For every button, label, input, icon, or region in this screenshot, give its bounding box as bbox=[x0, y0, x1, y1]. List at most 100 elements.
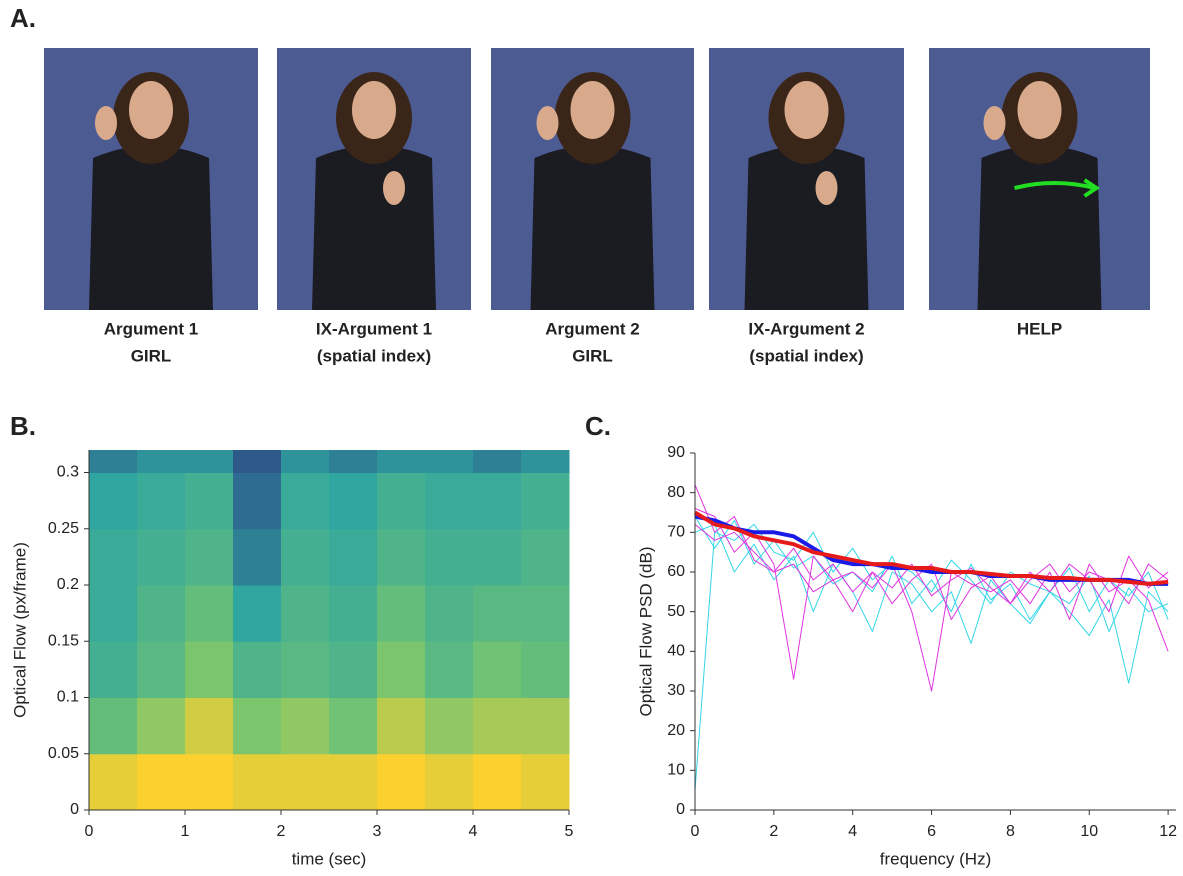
heatmap-cell bbox=[89, 450, 138, 473]
torso bbox=[89, 145, 213, 310]
heatmap-cell bbox=[377, 697, 426, 755]
x-tick-label: 4 bbox=[848, 823, 857, 840]
photo-caption: GIRL bbox=[572, 346, 613, 365]
y-tick-label: 0 bbox=[70, 801, 79, 818]
hand bbox=[983, 106, 1006, 140]
heatmap-cell bbox=[377, 585, 426, 642]
heatmap-cell bbox=[281, 472, 330, 530]
heatmap-cell bbox=[425, 585, 474, 642]
heatmap-cell bbox=[185, 450, 234, 473]
hand bbox=[536, 106, 559, 140]
heatmap-cell bbox=[377, 641, 426, 698]
torso bbox=[744, 145, 869, 310]
y-tick-label: 0.25 bbox=[48, 520, 79, 537]
heatmap-cell bbox=[185, 697, 234, 755]
photo-caption: IX-Argument 2 bbox=[748, 319, 864, 338]
heatmap-cell bbox=[233, 753, 282, 811]
photo-caption: Argument 1 bbox=[104, 319, 198, 338]
x-tick-label: 3 bbox=[373, 823, 382, 840]
heatmap-cell bbox=[473, 472, 522, 530]
photo-caption: (spatial index) bbox=[317, 346, 431, 365]
heatmap-cell bbox=[473, 585, 522, 642]
heatmap-cell bbox=[137, 697, 186, 755]
photo-caption: Argument 2 bbox=[545, 319, 639, 338]
photo-caption: (spatial index) bbox=[749, 346, 863, 365]
heatmap-cell bbox=[425, 753, 474, 811]
y-tick-label: 0.3 bbox=[57, 464, 79, 481]
heatmap-cell bbox=[521, 528, 570, 586]
face bbox=[570, 81, 615, 139]
torso bbox=[977, 145, 1102, 310]
heatmap-cell bbox=[281, 585, 330, 642]
heatmap-cell bbox=[185, 585, 234, 642]
y-tick-label: 90 bbox=[667, 444, 685, 461]
heatmap-cell bbox=[425, 528, 474, 586]
heatmap-cell bbox=[89, 472, 138, 530]
y-tick-label: 0.1 bbox=[57, 689, 79, 706]
x-tick-label: 0 bbox=[85, 823, 94, 840]
heatmap-cell bbox=[329, 697, 378, 755]
panel-label: C. bbox=[585, 411, 611, 441]
heatmap-cell bbox=[521, 450, 570, 473]
heatmap-cell bbox=[89, 528, 138, 586]
photo bbox=[709, 48, 904, 310]
chart: 0 1 2 3 4 5 0 0.05 0.1 0.15 0.2 0.25 0.3 time (sec) Op… bbox=[10, 450, 574, 868]
heatmap-cell bbox=[281, 697, 330, 755]
heatmap-cell bbox=[329, 585, 378, 642]
heatmap-cell bbox=[281, 753, 330, 811]
heatmap-cell bbox=[137, 528, 186, 586]
heatmap-cell bbox=[233, 450, 282, 473]
panel-label: A. bbox=[10, 3, 36, 33]
heatmap-cell bbox=[233, 585, 282, 642]
heatmap-cell bbox=[89, 753, 138, 811]
heatmap-cell bbox=[473, 753, 522, 811]
y-axis-label: Optical Flow PSD (dB) bbox=[636, 546, 655, 716]
y-tick-label: 50 bbox=[667, 603, 685, 620]
heatmap-cell bbox=[521, 585, 570, 642]
y-tick-label: 0.2 bbox=[57, 576, 79, 593]
heatmap-cell bbox=[425, 450, 474, 473]
photo-caption: IX-Argument 1 bbox=[316, 319, 432, 338]
y-tick-label: 0.15 bbox=[48, 632, 79, 649]
series-line bbox=[694, 523, 1169, 684]
heatmap-cell bbox=[281, 641, 330, 698]
heatmap-cell bbox=[89, 641, 138, 698]
heatmap-cell bbox=[521, 472, 570, 530]
heatmap-cell bbox=[233, 472, 282, 530]
heatmap-cell bbox=[329, 753, 378, 811]
y-axis-label: Optical Flow (px/frame) bbox=[10, 542, 29, 718]
torso bbox=[312, 145, 436, 310]
heatmap-cell bbox=[137, 585, 186, 642]
heatmap-cell bbox=[185, 528, 234, 586]
photo bbox=[44, 48, 258, 310]
heatmap-cell bbox=[329, 450, 378, 473]
heatmap-cell bbox=[233, 528, 282, 586]
photo bbox=[929, 48, 1150, 310]
heatmap-cell bbox=[521, 641, 570, 698]
series-line bbox=[694, 524, 1169, 613]
heatmap-cell bbox=[281, 528, 330, 586]
torso bbox=[530, 145, 655, 310]
panel-label: B. bbox=[10, 411, 36, 441]
heatmap-cell bbox=[329, 641, 378, 698]
heatmap-cell bbox=[425, 472, 474, 530]
heatmap-cell bbox=[377, 472, 426, 530]
face bbox=[1017, 81, 1062, 139]
hand bbox=[815, 171, 838, 205]
heatmap-cell bbox=[281, 450, 330, 473]
y-tick-label: 60 bbox=[667, 563, 685, 580]
heatmap-cell bbox=[425, 697, 474, 755]
heatmap-cell bbox=[137, 641, 186, 698]
heatmap-cell bbox=[473, 528, 522, 586]
y-tick-label: 30 bbox=[667, 682, 685, 699]
heatmap-cell bbox=[425, 641, 474, 698]
heatmap-cell bbox=[521, 697, 570, 755]
x-axis-label: frequency (Hz) bbox=[880, 849, 991, 868]
chart: 0 2 4 6 8 10 12 0 10 20 30 40 50 60 70 80 90 frequency (H… bbox=[636, 444, 1177, 868]
heatmap-cell bbox=[473, 641, 522, 698]
x-tick-label: 10 bbox=[1080, 823, 1098, 840]
heatmap-cell bbox=[329, 472, 378, 530]
x-tick-label: 8 bbox=[1006, 823, 1015, 840]
x-tick-label: 2 bbox=[769, 823, 778, 840]
